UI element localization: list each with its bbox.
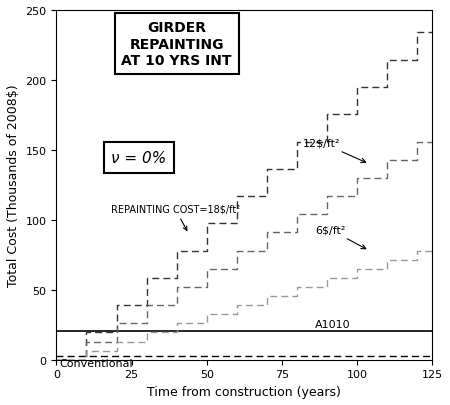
Text: 6$/ft²: 6$/ft² bbox=[315, 225, 366, 249]
Text: A1010: A1010 bbox=[315, 320, 351, 329]
Text: ν = 0%: ν = 0% bbox=[112, 151, 166, 166]
Text: 12$/ft²: 12$/ft² bbox=[303, 139, 366, 163]
Text: REPAINTING COST=18$/ft²: REPAINTING COST=18$/ft² bbox=[111, 204, 240, 231]
Y-axis label: Total Cost (Thousands of 2008$): Total Cost (Thousands of 2008$) bbox=[7, 84, 20, 286]
Text: Conventional: Conventional bbox=[59, 358, 133, 368]
Text: GIRDER
REPAINTING
AT 10 YRS INT: GIRDER REPAINTING AT 10 YRS INT bbox=[122, 21, 232, 68]
X-axis label: Time from construction (years): Time from construction (years) bbox=[148, 385, 342, 398]
